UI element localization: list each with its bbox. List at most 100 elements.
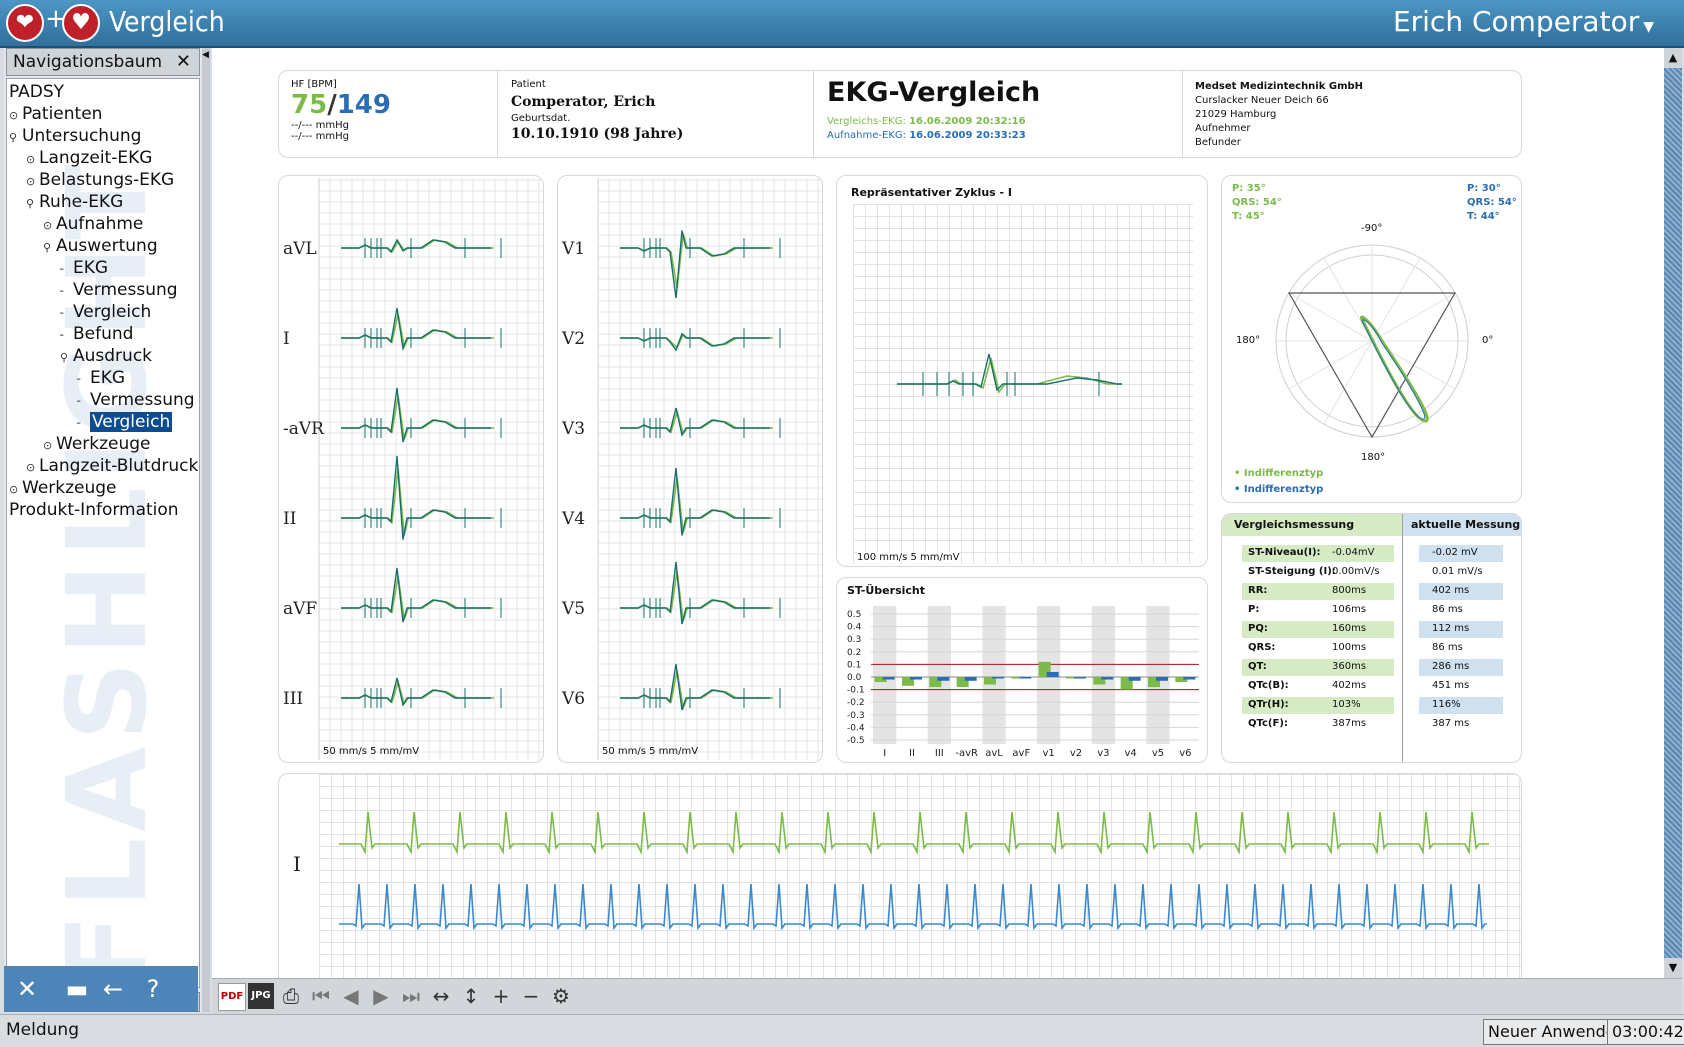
divider: [1182, 71, 1183, 157]
tree-item[interactable]: ⊙ Aufnahme: [43, 213, 143, 235]
folder-icon[interactable]: ▬: [60, 972, 94, 1006]
expand-node-icon[interactable]: ⊙: [43, 435, 53, 457]
tree-item[interactable]: Produkt-Information: [9, 499, 179, 521]
blood-pressure-2: --/--- mmHg: [291, 131, 391, 142]
tree-line: ╴: [77, 391, 87, 413]
lead-label: V2: [561, 329, 585, 349]
scroll-down-icon[interactable]: ▼: [1664, 958, 1682, 978]
st-bar: [910, 677, 922, 680]
fit-height-icon[interactable]: ↕: [458, 983, 484, 1009]
tree-item[interactable]: ╴ Befund: [60, 323, 133, 345]
jpg-export-icon[interactable]: JPG: [248, 983, 274, 1009]
measurement-compare-value: 360ms: [1332, 661, 1366, 672]
close-icon[interactable]: ✕: [10, 972, 44, 1006]
st-bar: [992, 677, 1004, 679]
report-header: HF [BPM] 75/149 --/--- mmHg --/--- mmHg …: [278, 70, 1522, 158]
measurement-row: RR: 800ms 402 ms: [1222, 582, 1521, 601]
tree-item[interactable]: ⊙ Werkzeuge: [9, 477, 117, 499]
measurement-row: QTc(B): 402ms 451 ms: [1222, 677, 1521, 696]
measurement-label: ST-Steigung (I):: [1248, 566, 1336, 577]
measurement-current-value: 116%: [1432, 699, 1461, 710]
tree-item-label: Patienten: [22, 104, 102, 124]
next-page-icon[interactable]: ▶: [368, 983, 394, 1009]
tree-item[interactable]: PADSY: [9, 81, 64, 103]
tree-item-label: EKG: [90, 368, 125, 388]
rhythm-strip-panel: I: [278, 773, 1522, 978]
tree-item[interactable]: ⊙ Langzeit-EKG: [26, 147, 152, 169]
measurement-compare-value: 103%: [1332, 699, 1361, 710]
st-bar: [1074, 677, 1086, 679]
close-icon[interactable]: ✕: [176, 49, 191, 75]
zoom-out-icon[interactable]: −: [518, 983, 544, 1009]
tree-item[interactable]: ⚲ Ausdruck: [60, 345, 152, 367]
tree-item[interactable]: ⊙ Langzeit-Blutdruck: [26, 455, 198, 477]
st-bar: [1047, 672, 1059, 677]
last-page-icon[interactable]: ⏭: [398, 983, 424, 1009]
measurement-row: PQ: 160ms 112 ms: [1222, 620, 1521, 639]
expand-node-icon[interactable]: ⊙: [9, 105, 19, 127]
hf-current: 149: [337, 90, 391, 120]
tree-item-label: Untersuchung: [22, 126, 141, 146]
user-menu[interactable]: Erich Comperator ▼: [1393, 5, 1654, 38]
panel-splitter[interactable]: ◀: [202, 48, 210, 1012]
polar-spoke: [1372, 293, 1455, 341]
x-tick-label: II: [909, 748, 915, 759]
tree-item[interactable]: ⊙ Werkzeuge: [43, 433, 151, 455]
collapse-node-icon[interactable]: ⚲: [26, 193, 36, 215]
tree-item[interactable]: ⚲ Auswertung: [43, 235, 158, 257]
y-tick-label: -0.5: [847, 736, 865, 746]
back-arrow-icon[interactable]: ←: [96, 972, 130, 1006]
expand-node-icon[interactable]: ⊙: [26, 171, 36, 193]
vertical-scrollbar[interactable]: ▲ ▼: [1664, 48, 1682, 978]
measurement-row: ST-Niveau(I): -0.04mV -0.02 mV: [1222, 544, 1521, 563]
collapse-node-icon[interactable]: ⚲: [60, 347, 70, 369]
chevron-down-icon: ▼: [1643, 19, 1654, 35]
patient-name: Comperator, Erich: [511, 94, 683, 110]
degree-bottom: 180°: [1361, 452, 1385, 463]
print-icon[interactable]: ⎙: [278, 983, 304, 1009]
measurement-current-value: 387 ms: [1432, 718, 1469, 729]
previous-page-icon[interactable]: ◀: [338, 983, 364, 1009]
tree-item-label: Ausdruck: [73, 346, 152, 366]
fit-width-icon[interactable]: ↔: [428, 983, 454, 1009]
st-bar: [1101, 677, 1113, 680]
settings-wrench-icon[interactable]: ⚙: [548, 983, 574, 1009]
measurement-label: RR:: [1248, 585, 1267, 596]
tree-item[interactable]: ╴ EKG: [77, 367, 125, 389]
expand-node-icon[interactable]: ⊙: [26, 457, 36, 479]
expand-node-icon[interactable]: ⊙: [43, 215, 53, 237]
bottom-toolbar: PDF JPG ⎙ ⏮ ◀ ▶ ⏭ ↔ ↕ + − ⚙: [212, 978, 1682, 1015]
measurement-compare-value: 800ms: [1332, 585, 1366, 596]
tree-item[interactable]: ╴ Vergleich: [60, 301, 151, 323]
measurement-row: QTc(F): 387ms 387 ms: [1222, 715, 1521, 734]
y-tick-label: 0.2: [847, 648, 861, 658]
collapse-left-icon[interactable]: ◀: [202, 50, 209, 60]
zoom-in-icon[interactable]: +: [488, 983, 514, 1009]
tree-item[interactable]: ⊙ Patienten: [9, 103, 102, 125]
y-tick-label: 0.3: [847, 635, 861, 645]
measurement-row: QTr(H): 103% 116%: [1222, 696, 1521, 715]
pdf-export-icon[interactable]: PDF: [218, 983, 246, 1011]
measurement-panel: Vergleichsmessung aktuelle Messung ST-Ni…: [1221, 513, 1522, 763]
tree-item[interactable]: ⚲ Ruhe-EKG: [26, 191, 123, 213]
tree-item[interactable]: ╴ Vermessung: [60, 279, 178, 301]
tree-item[interactable]: ⚲ Untersuchung: [9, 125, 141, 147]
collapse-node-icon[interactable]: ⚲: [43, 237, 53, 259]
scroll-up-icon[interactable]: ▲: [1664, 48, 1682, 68]
tree-item[interactable]: ⊙ Belastungs-EKG: [26, 169, 174, 191]
first-page-icon[interactable]: ⏮: [308, 983, 334, 1009]
record-ecg-value: 16.06.2009 20:33:23: [909, 130, 1026, 141]
collapse-node-icon[interactable]: ⚲: [9, 127, 19, 149]
help-icon[interactable]: ?: [136, 972, 170, 1006]
tree-item[interactable]: ╴ EKG: [60, 257, 108, 279]
axis-type-compare: • Indifferenztyp: [1234, 468, 1323, 479]
expand-node-icon[interactable]: ⊙: [26, 149, 36, 171]
tree-item[interactable]: ╴ Vergleich: [77, 411, 172, 433]
lead-label: V5: [561, 599, 585, 619]
measurement-compare-value: 160ms: [1332, 623, 1366, 634]
limb-leads-panel: aVL I -aVR II aVF III 50 mm/s 5 mm/mV: [278, 175, 544, 763]
tree-item[interactable]: ╴ Vermessung: [77, 389, 195, 411]
measurement-current-value: 451 ms: [1432, 680, 1469, 691]
reviewer-label: Befunder: [1195, 136, 1363, 150]
expand-node-icon[interactable]: ⊙: [9, 479, 19, 501]
